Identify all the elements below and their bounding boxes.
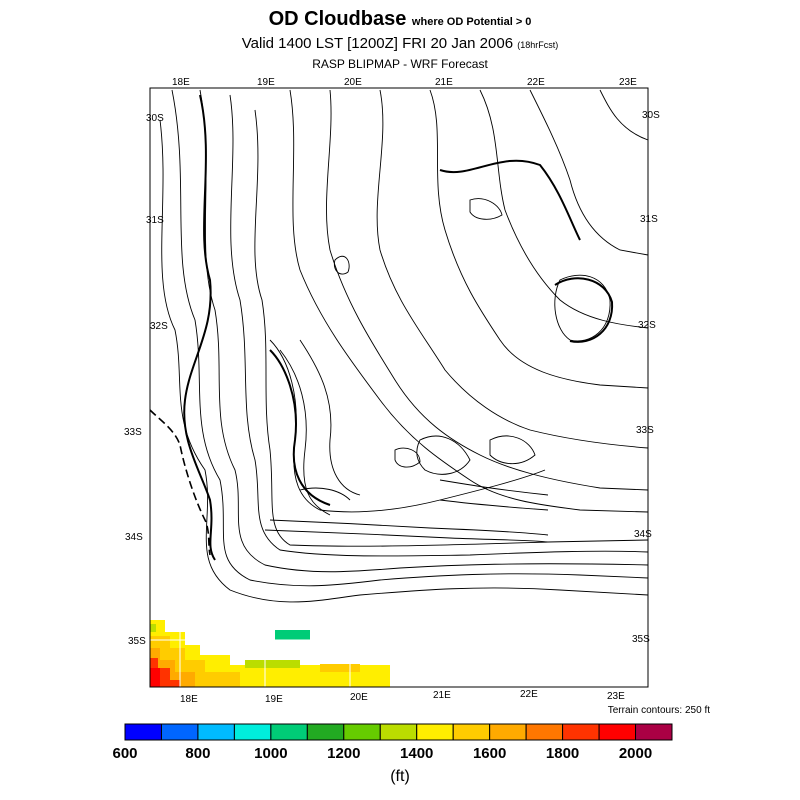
top-lon-labels: 18E 19E 20E 21E 22E 23E bbox=[172, 77, 637, 88]
lon-top-18e: 18E bbox=[172, 77, 190, 88]
colorbar-swatch bbox=[306, 723, 345, 741]
colorbar-swatch bbox=[270, 723, 308, 741]
colorbar-swatch bbox=[489, 723, 527, 741]
colorbar-label: 2000 bbox=[618, 745, 653, 762]
title-suffix: where OD Potential > 0 bbox=[411, 16, 532, 28]
colorbar-label: 1800 bbox=[545, 745, 580, 762]
colorbar-swatch bbox=[197, 723, 235, 741]
grid-lines bbox=[150, 88, 648, 687]
colorbar-swatch bbox=[525, 723, 564, 741]
lon-top-19e: 19E bbox=[257, 77, 275, 88]
colorbar-swatch bbox=[160, 723, 199, 741]
lon-bottom-22e: 22E bbox=[520, 689, 538, 700]
lat-right-32s: 32S bbox=[638, 320, 656, 331]
colorbar-swatch bbox=[233, 723, 272, 741]
lat-left-34s: 34S bbox=[125, 532, 143, 543]
lon-bottom-20e: 20E bbox=[350, 692, 368, 703]
title-main: OD Cloudbase bbox=[268, 8, 407, 30]
borderline bbox=[149, 409, 211, 556]
lon-bottom-19e: 19E bbox=[265, 694, 283, 705]
terrain-note: Terrain contours: 250 ft bbox=[607, 705, 710, 716]
lon-top-20e: 20E bbox=[344, 77, 362, 88]
lat-left-35s: 35S bbox=[128, 636, 146, 647]
bottom-lon-labels: 18E 19E 20E 21E 22E 23E bbox=[180, 689, 625, 705]
colorbar-swatch bbox=[562, 723, 600, 741]
colorbar bbox=[124, 723, 673, 741]
right-lat-labels: 30S 31S 32S 33S 34S 35S bbox=[632, 110, 660, 645]
lat-left-33s: 33S bbox=[124, 427, 142, 438]
colorbar-swatch bbox=[452, 723, 491, 741]
lat-right-35s: 35S bbox=[632, 634, 650, 645]
lon-top-21e: 21E bbox=[435, 77, 453, 88]
colorbar-label: 1600 bbox=[472, 745, 507, 762]
lon-bottom-23e: 23E bbox=[607, 691, 625, 702]
lat-right-34s: 34S bbox=[634, 529, 652, 540]
lat-left-32s: 32S bbox=[150, 321, 168, 332]
forecast-hours: (18hrFcst) bbox=[517, 40, 559, 50]
lon-bottom-21e: 21E bbox=[433, 690, 451, 701]
colorbar-swatch bbox=[416, 723, 454, 741]
coastline bbox=[183, 94, 614, 561]
colorbar-label: 800 bbox=[185, 745, 211, 762]
valid-line: Valid 1400 LST [1200Z] FRI 20 Jan 2006 bbox=[241, 35, 514, 52]
lon-bottom-18e: 18E bbox=[180, 694, 198, 705]
lat-left-31s: 31S bbox=[146, 215, 164, 226]
lon-top-23e: 23E bbox=[619, 77, 637, 88]
colorbar-swatch bbox=[598, 723, 637, 741]
lon-top-22e: 22E bbox=[527, 77, 545, 88]
lat-left-30s: 30S bbox=[146, 113, 164, 124]
map-title: OD Cloudbase where OD Potential > 0 bbox=[0, 8, 800, 31]
terrain-contours bbox=[159, 89, 649, 603]
valid-time: Valid 1400 LST [1200Z] FRI 20 Jan 2006 (… bbox=[0, 35, 800, 52]
colorbar-swatch bbox=[379, 723, 418, 741]
colorbar-label: 1400 bbox=[400, 745, 434, 762]
colorbar-label: 600 bbox=[112, 745, 138, 762]
left-lat-labels: 30S 31S 32S 33S 34S 35S bbox=[124, 113, 168, 647]
cloudbase-fill bbox=[150, 620, 390, 687]
lat-right-30s: 30S bbox=[642, 110, 660, 121]
colorbar-swatch bbox=[635, 723, 673, 741]
lat-right-33s: 33S bbox=[636, 425, 654, 436]
colorbar-label: 1200 bbox=[327, 745, 361, 762]
map-frame bbox=[149, 87, 649, 688]
product-name: RASP BLIPMAP - WRF Forecast bbox=[312, 57, 488, 71]
colorbar-swatch bbox=[124, 723, 162, 741]
colorbar-units: (ft) bbox=[390, 768, 410, 785]
lat-right-31s: 31S bbox=[640, 214, 658, 225]
colorbar-label: 1000 bbox=[254, 745, 288, 762]
colorbar-swatch bbox=[343, 723, 381, 741]
